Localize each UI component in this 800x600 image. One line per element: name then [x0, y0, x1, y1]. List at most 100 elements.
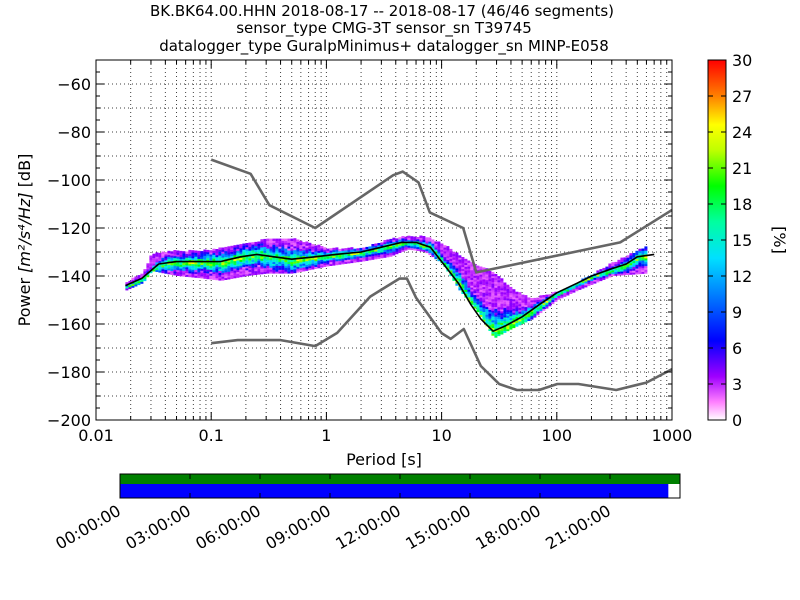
- density-cell: [266, 263, 270, 266]
- coverage-tick-label: 21:00:00: [542, 501, 614, 553]
- density-cell: [338, 256, 342, 259]
- density-cell: [272, 257, 276, 261]
- density-cell: [266, 250, 270, 253]
- density-cell: [233, 262, 237, 265]
- density-cell: [278, 261, 282, 264]
- density-cell: [398, 248, 402, 252]
- density-cell: [296, 247, 300, 250]
- density-cell: [287, 261, 291, 264]
- density-cell: [173, 251, 177, 255]
- density-cell: [404, 242, 408, 245]
- density-cell: [500, 311, 504, 314]
- density-cell: [533, 303, 537, 307]
- density-cell: [494, 302, 498, 306]
- density-cell: [284, 240, 288, 243]
- density-cell: [170, 257, 174, 260]
- density-cell: [644, 256, 648, 259]
- density-cell: [281, 242, 285, 245]
- density-cell: [506, 305, 510, 309]
- density-cell: [131, 279, 135, 282]
- density-cell: [641, 260, 645, 263]
- density-cell: [464, 274, 468, 277]
- density-cell: [482, 301, 486, 305]
- density-cell: [302, 245, 306, 249]
- density-cell: [464, 276, 468, 279]
- density-cell: [143, 276, 147, 280]
- density-cell: [404, 238, 408, 241]
- density-cell: [233, 252, 237, 256]
- density-cell: [167, 252, 171, 256]
- density-cell: [419, 237, 423, 240]
- density-cell: [194, 263, 198, 267]
- density-cell: [161, 253, 165, 256]
- density-cell: [230, 249, 234, 252]
- density-cell: [230, 265, 234, 268]
- density-cell: [338, 248, 342, 252]
- density-cell: [347, 253, 351, 256]
- density-cell: [371, 249, 375, 253]
- density-cell: [548, 303, 552, 307]
- density-cell: [254, 245, 258, 249]
- density-cell: [260, 245, 264, 248]
- density-cell: [461, 264, 465, 268]
- density-cell: [155, 260, 159, 263]
- density-cell: [431, 241, 435, 244]
- density-cell: [419, 241, 423, 244]
- density-cell: [503, 326, 507, 329]
- density-cell: [395, 238, 399, 241]
- density-cell: [440, 249, 444, 252]
- density-cell: [581, 284, 585, 287]
- density-cell: [530, 299, 534, 303]
- density-cell: [221, 247, 225, 250]
- density-cell: [494, 281, 498, 284]
- density-cell: [323, 260, 327, 264]
- density-cell: [392, 245, 396, 248]
- density-cell: [239, 253, 243, 257]
- density-cell: [200, 266, 204, 269]
- density-cell: [437, 253, 441, 256]
- density-cell: [167, 264, 171, 267]
- density-cell: [455, 254, 459, 257]
- density-cell: [239, 261, 243, 264]
- density-cell: [476, 284, 480, 288]
- density-cell: [236, 244, 240, 248]
- density-cell: [614, 271, 618, 274]
- density-cell: [482, 315, 486, 318]
- density-cell: [497, 308, 501, 312]
- density-cell: [485, 281, 489, 285]
- density-cell: [506, 309, 510, 312]
- density-cell: [626, 259, 630, 262]
- density-cell: [494, 333, 498, 336]
- density-cell: [482, 282, 486, 286]
- density-cell: [479, 274, 483, 277]
- density-cell: [215, 274, 219, 277]
- density-cell: [464, 287, 468, 290]
- density-cell: [434, 247, 438, 250]
- density-cell: [512, 296, 516, 300]
- density-cell: [473, 275, 477, 278]
- density-cell: [347, 255, 351, 258]
- density-cell: [218, 247, 222, 250]
- density-cell: [479, 283, 483, 287]
- density-cell: [587, 278, 591, 281]
- density-cell: [494, 321, 498, 325]
- density-cell: [233, 266, 237, 269]
- density-cell: [227, 275, 231, 278]
- density-cell: [437, 245, 441, 248]
- density-cell: [425, 241, 429, 244]
- density-cell: [266, 255, 270, 259]
- density-cell: [152, 257, 156, 260]
- density-cell: [203, 272, 207, 275]
- density-cell: [638, 266, 642, 269]
- density-cell: [194, 267, 198, 271]
- density-cell: [251, 259, 255, 262]
- density-cell: [332, 255, 336, 258]
- density-cell: [548, 302, 552, 305]
- density-cell: [623, 270, 627, 274]
- density-cell: [644, 248, 648, 251]
- density-cell: [518, 294, 522, 297]
- density-cell: [443, 249, 447, 252]
- density-cell: [638, 260, 642, 263]
- density-cell: [209, 263, 213, 267]
- density-cell: [518, 299, 522, 303]
